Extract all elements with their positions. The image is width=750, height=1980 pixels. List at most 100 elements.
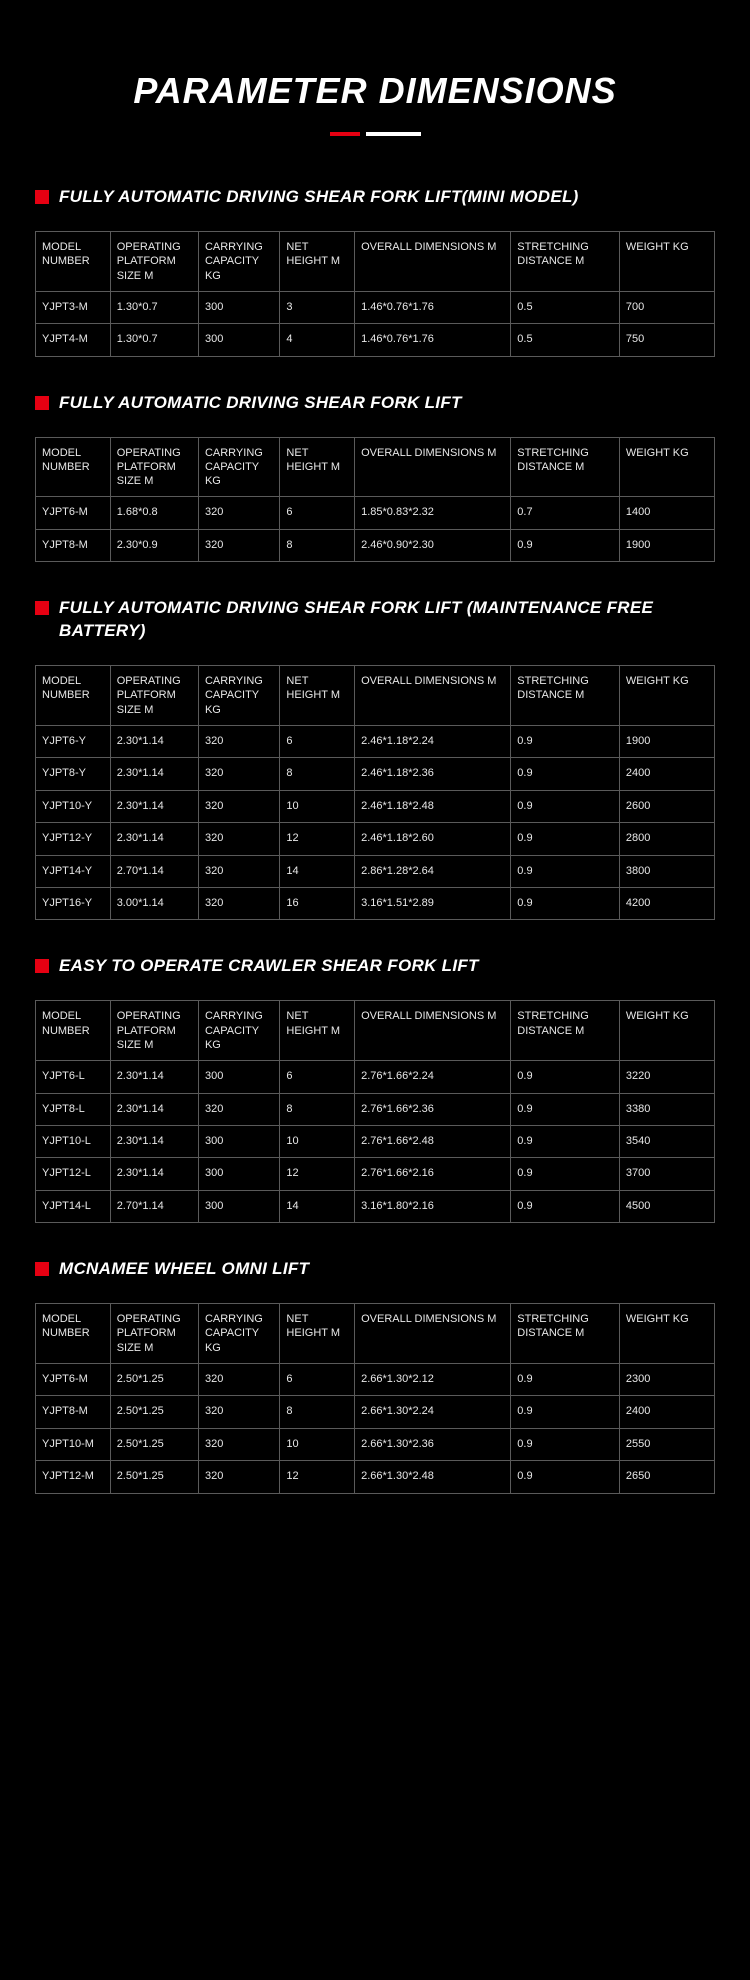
- square-marker-icon: [35, 190, 49, 204]
- table-cell: 0.9: [511, 790, 620, 822]
- table-cell: 2.66*1.30*2.12: [355, 1363, 511, 1395]
- square-marker-icon: [35, 1262, 49, 1276]
- table-cell: 2400: [619, 1396, 714, 1428]
- table-cell: 10: [280, 1428, 355, 1460]
- table-header-cell: WEIGHT KG: [619, 666, 714, 726]
- table-cell: 2.30*1.14: [110, 823, 198, 855]
- table-cell: 2.30*1.14: [110, 1061, 198, 1093]
- table-header-cell: STRETCHING DISTANCE M: [511, 1304, 620, 1364]
- table-header-cell: STRETCHING DISTANCE M: [511, 666, 620, 726]
- table-cell: YJPT12-M: [36, 1461, 111, 1493]
- table-cell: 1.30*0.7: [110, 291, 198, 323]
- table-cell: 2.30*1.14: [110, 790, 198, 822]
- table-cell: 320: [198, 1093, 279, 1125]
- table-header-cell: CARRYING CAPACITY KG: [198, 666, 279, 726]
- table-row: YJPT12-M2.50*1.25320122.66*1.30*2.480.92…: [36, 1461, 715, 1493]
- table-cell: 300: [198, 1158, 279, 1190]
- table-cell: 0.9: [511, 855, 620, 887]
- table-cell: 1.30*0.7: [110, 324, 198, 356]
- table-header-cell: OPERATING PLATFORM SIZE M: [110, 1304, 198, 1364]
- table-row: YJPT16-Y3.00*1.14320163.16*1.51*2.890.94…: [36, 887, 715, 919]
- table-cell: 2.30*1.14: [110, 1158, 198, 1190]
- section-heading-text: EASY TO OPERATE CRAWLER SHEAR FORK LIFT: [59, 955, 479, 978]
- table-cell: YJPT12-L: [36, 1158, 111, 1190]
- table-cell: 320: [198, 1396, 279, 1428]
- sections-container: FULLY AUTOMATIC DRIVING SHEAR FORK LIFT(…: [35, 186, 715, 1494]
- table-cell: 0.9: [511, 725, 620, 757]
- table-header-cell: CARRYING CAPACITY KG: [198, 231, 279, 291]
- table-header-cell: OPERATING PLATFORM SIZE M: [110, 666, 198, 726]
- table-header-cell: OVERALL DIMENSIONS M: [355, 666, 511, 726]
- table-cell: 0.9: [511, 1093, 620, 1125]
- section-heading-text: MCNAMEE WHEEL OMNI LIFT: [59, 1258, 309, 1281]
- table-cell: 8: [280, 1093, 355, 1125]
- table-cell: 1.46*0.76*1.76: [355, 324, 511, 356]
- table-cell: 4: [280, 324, 355, 356]
- table-cell: 2.30*1.14: [110, 1093, 198, 1125]
- underline-red: [330, 132, 360, 136]
- table-cell: YJPT6-M: [36, 497, 111, 529]
- table-cell: 0.9: [511, 1125, 620, 1157]
- table-cell: 2.50*1.25: [110, 1461, 198, 1493]
- table-cell: 0.9: [511, 758, 620, 790]
- table-cell: 2.76*1.66*2.48: [355, 1125, 511, 1157]
- table-cell: 2650: [619, 1461, 714, 1493]
- table-row: YJPT6-Y2.30*1.1432062.46*1.18*2.240.9190…: [36, 725, 715, 757]
- table-cell: 8: [280, 1396, 355, 1428]
- section-heading-text: FULLY AUTOMATIC DRIVING SHEAR FORK LIFT …: [59, 597, 715, 643]
- table-header-cell: NET HEIGHT M: [280, 1001, 355, 1061]
- table-cell: 12: [280, 1158, 355, 1190]
- table-header-cell: STRETCHING DISTANCE M: [511, 231, 620, 291]
- table-cell: 320: [198, 725, 279, 757]
- section-heading: FULLY AUTOMATIC DRIVING SHEAR FORK LIFT …: [35, 597, 715, 643]
- table-cell: 10: [280, 1125, 355, 1157]
- spec-table: MODEL NUMBEROPERATING PLATFORM SIZE MCAR…: [35, 665, 715, 920]
- table-cell: 2.70*1.14: [110, 1190, 198, 1222]
- table-cell: 2550: [619, 1428, 714, 1460]
- table-header-cell: WEIGHT KG: [619, 437, 714, 497]
- table-row: YJPT3-M1.30*0.730031.46*0.76*1.760.5700: [36, 291, 715, 323]
- table-cell: 300: [198, 1190, 279, 1222]
- table-cell: 2.70*1.14: [110, 855, 198, 887]
- table-cell: 1900: [619, 529, 714, 561]
- table-cell: 16: [280, 887, 355, 919]
- table-cell: YJPT8-M: [36, 1396, 111, 1428]
- table-cell: 6: [280, 1363, 355, 1395]
- table-cell: 750: [619, 324, 714, 356]
- table-cell: 2.50*1.25: [110, 1428, 198, 1460]
- table-cell: 2800: [619, 823, 714, 855]
- page-title: PARAMETER DIMENSIONS: [35, 70, 715, 112]
- table-cell: 320: [198, 855, 279, 887]
- table-cell: YJPT3-M: [36, 291, 111, 323]
- table-header-cell: WEIGHT KG: [619, 1001, 714, 1061]
- table-header-cell: OPERATING PLATFORM SIZE M: [110, 437, 198, 497]
- table-row: YJPT6-L2.30*1.1430062.76*1.66*2.240.9322…: [36, 1061, 715, 1093]
- section: FULLY AUTOMATIC DRIVING SHEAR FORK LIFT(…: [35, 186, 715, 357]
- table-cell: 0.9: [511, 1396, 620, 1428]
- table-cell: 0.9: [511, 823, 620, 855]
- table-row: YJPT10-Y2.30*1.14320102.46*1.18*2.480.92…: [36, 790, 715, 822]
- table-header-cell: OPERATING PLATFORM SIZE M: [110, 1001, 198, 1061]
- table-cell: 3380: [619, 1093, 714, 1125]
- table-cell: 2400: [619, 758, 714, 790]
- table-cell: 3540: [619, 1125, 714, 1157]
- table-cell: 0.9: [511, 887, 620, 919]
- table-header-cell: OVERALL DIMENSIONS M: [355, 231, 511, 291]
- table-cell: 3: [280, 291, 355, 323]
- table-cell: 320: [198, 1363, 279, 1395]
- table-cell: 3700: [619, 1158, 714, 1190]
- table-cell: YJPT16-Y: [36, 887, 111, 919]
- table-cell: 6: [280, 1061, 355, 1093]
- section-heading-text: FULLY AUTOMATIC DRIVING SHEAR FORK LIFT: [59, 392, 462, 415]
- table-cell: 320: [198, 497, 279, 529]
- spec-table: MODEL NUMBEROPERATING PLATFORM SIZE MCAR…: [35, 231, 715, 357]
- table-cell: 2300: [619, 1363, 714, 1395]
- table-header-row: MODEL NUMBEROPERATING PLATFORM SIZE MCAR…: [36, 231, 715, 291]
- table-cell: 8: [280, 758, 355, 790]
- section-heading: FULLY AUTOMATIC DRIVING SHEAR FORK LIFT(…: [35, 186, 715, 209]
- table-cell: 12: [280, 1461, 355, 1493]
- table-cell: YJPT6-M: [36, 1363, 111, 1395]
- table-header-cell: NET HEIGHT M: [280, 231, 355, 291]
- table-cell: YJPT14-Y: [36, 855, 111, 887]
- table-row: YJPT8-L2.30*1.1432082.76*1.66*2.360.9338…: [36, 1093, 715, 1125]
